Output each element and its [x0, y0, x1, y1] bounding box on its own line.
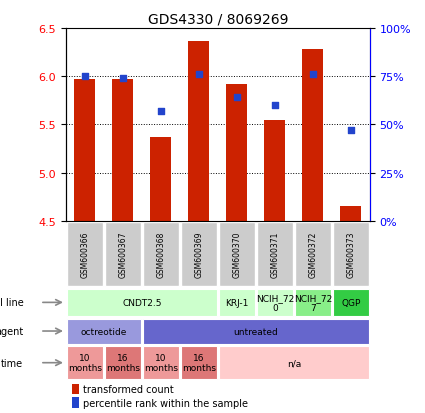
FancyBboxPatch shape — [333, 223, 368, 286]
Title: GDS4330 / 8069269: GDS4330 / 8069269 — [147, 12, 288, 26]
Text: untreated: untreated — [233, 327, 278, 336]
Text: 10
months: 10 months — [68, 353, 102, 373]
Text: KRJ-1: KRJ-1 — [225, 298, 249, 307]
Text: time: time — [1, 358, 23, 368]
Text: octreotide: octreotide — [81, 327, 127, 336]
Bar — [302, 50, 323, 221]
Text: transformed count: transformed count — [82, 384, 173, 394]
Point — [157, 108, 164, 115]
Point — [347, 128, 354, 134]
FancyBboxPatch shape — [105, 223, 141, 286]
Bar — [112, 80, 133, 221]
Text: GSM600368: GSM600368 — [156, 231, 165, 278]
FancyBboxPatch shape — [143, 346, 178, 380]
Text: CNDT2.5: CNDT2.5 — [122, 298, 162, 307]
Point — [196, 72, 202, 78]
FancyBboxPatch shape — [295, 289, 331, 316]
FancyBboxPatch shape — [67, 319, 141, 344]
Point — [82, 74, 88, 81]
Text: n/a: n/a — [286, 358, 301, 367]
Text: percentile rank within the sample: percentile rank within the sample — [82, 398, 248, 408]
FancyBboxPatch shape — [219, 223, 255, 286]
Bar — [227, 85, 247, 221]
FancyBboxPatch shape — [181, 223, 217, 286]
Text: QGP: QGP — [341, 298, 360, 307]
FancyBboxPatch shape — [143, 223, 178, 286]
Bar — [74, 80, 95, 221]
Bar — [188, 41, 209, 221]
Point — [309, 72, 316, 78]
Text: GSM600373: GSM600373 — [346, 231, 355, 278]
Text: 16
months: 16 months — [106, 353, 140, 373]
Text: GSM600369: GSM600369 — [194, 231, 203, 278]
FancyBboxPatch shape — [333, 289, 368, 316]
Text: GSM600370: GSM600370 — [232, 231, 241, 278]
Text: NCIH_72
0: NCIH_72 0 — [256, 293, 294, 312]
Bar — [150, 138, 171, 221]
Text: GSM600366: GSM600366 — [80, 231, 89, 278]
Bar — [72, 384, 79, 394]
FancyBboxPatch shape — [295, 223, 331, 286]
Point — [233, 95, 240, 102]
Text: GSM600372: GSM600372 — [308, 231, 317, 278]
FancyBboxPatch shape — [105, 346, 141, 380]
Bar — [340, 207, 361, 221]
Bar — [72, 397, 79, 408]
Point — [272, 102, 278, 109]
Text: cell line: cell line — [0, 298, 23, 308]
Text: GSM600367: GSM600367 — [118, 231, 127, 278]
Text: 10
months: 10 months — [144, 353, 178, 373]
FancyBboxPatch shape — [67, 346, 103, 380]
Text: GSM600371: GSM600371 — [270, 231, 279, 278]
Text: NCIH_72
7: NCIH_72 7 — [294, 293, 332, 312]
Point — [119, 76, 126, 82]
FancyBboxPatch shape — [257, 289, 293, 316]
Text: 16
months: 16 months — [182, 353, 216, 373]
FancyBboxPatch shape — [219, 289, 255, 316]
FancyBboxPatch shape — [257, 223, 293, 286]
Text: agent: agent — [0, 326, 23, 336]
FancyBboxPatch shape — [181, 346, 217, 380]
Bar — [264, 120, 285, 221]
FancyBboxPatch shape — [143, 319, 368, 344]
FancyBboxPatch shape — [219, 346, 368, 380]
FancyBboxPatch shape — [67, 223, 103, 286]
FancyBboxPatch shape — [67, 289, 217, 316]
